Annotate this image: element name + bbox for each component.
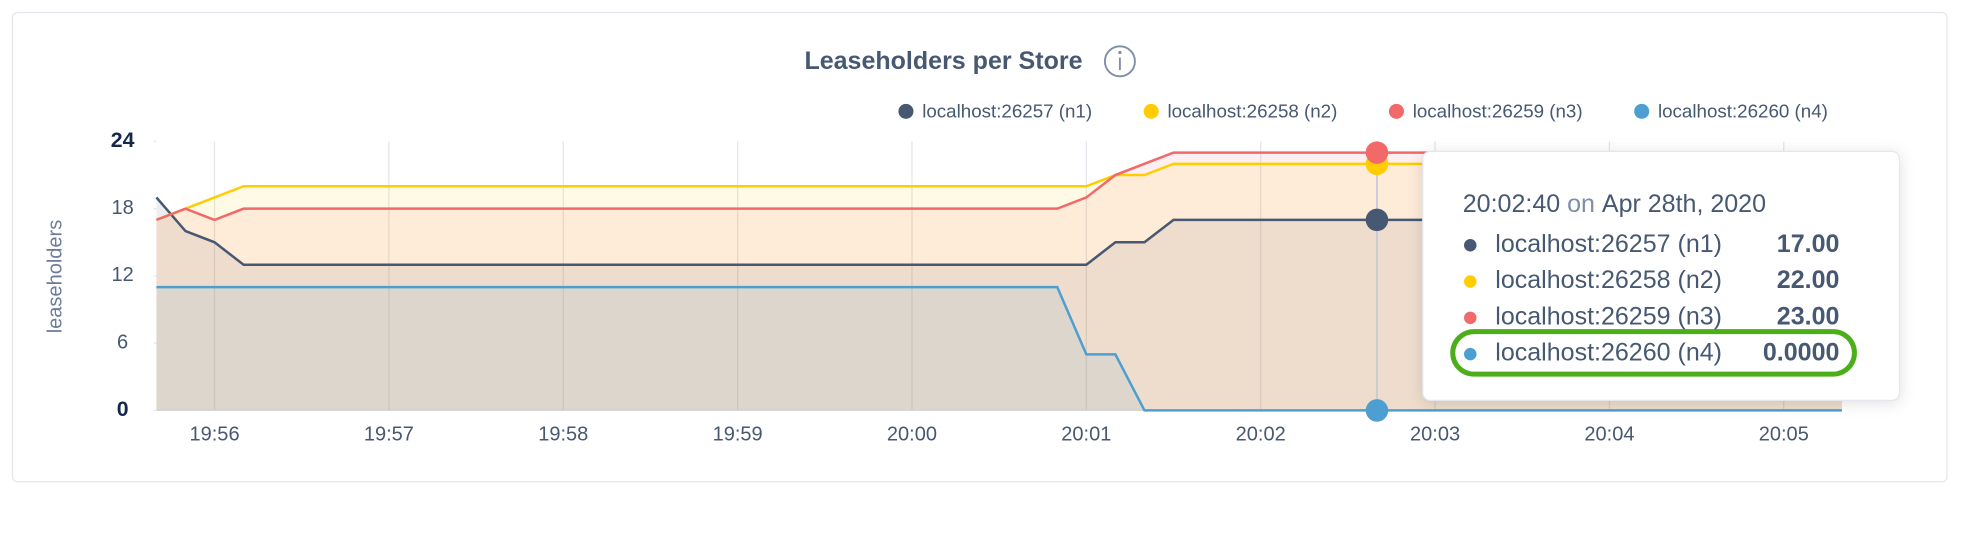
tooltip-name: localhost:26257 (n1)	[1495, 230, 1722, 258]
y-tick-label: 0	[117, 397, 129, 421]
line	[155, 151, 1842, 222]
tooltip-swatch	[1464, 347, 1477, 361]
line	[155, 196, 1842, 266]
line	[155, 162, 1842, 222]
tooltip-name: localhost:26258 (n2)	[1495, 266, 1722, 294]
tooltip-text: Apr 28th, 2020	[1602, 190, 1766, 218]
x-tick-label: 19:56	[189, 424, 239, 446]
tooltip-name: localhost:26259 (n3)	[1495, 302, 1722, 330]
chart-title: Leaseholders per Store	[804, 47, 1082, 75]
highlight-ring	[1450, 329, 1857, 377]
x-tick-label: 20:00	[887, 424, 937, 446]
x-tick-label: 20:05	[1759, 424, 1809, 446]
x-tick-label: 19:57	[364, 424, 414, 446]
y-tick-label: 6	[117, 331, 128, 353]
x-tick-label: 19:59	[713, 424, 763, 446]
legend-label: localhost:26258 (n2)	[1167, 101, 1337, 122]
area	[156, 152, 1842, 411]
hover-dot	[1365, 399, 1389, 422]
legend-label: localhost:26259 (n3)	[1413, 101, 1583, 122]
y-tick-label: 24	[111, 128, 135, 152]
legend-label: localhost:26257 (n1)	[922, 101, 1092, 122]
hover-dot	[1365, 208, 1389, 232]
legend-label: localhost:26260 (n4)	[1658, 101, 1828, 122]
tooltip-name: localhost:26260 (n4)	[1495, 339, 1722, 367]
info-icon[interactable]	[1103, 45, 1136, 78]
legend-swatch	[1634, 103, 1650, 119]
y-tick-label: 12	[111, 264, 133, 286]
tooltip-value: 22.00	[1777, 266, 1840, 294]
tooltip-header: 20:02:40 on Apr 28th, 2020	[1463, 190, 1766, 218]
legend-swatch	[1143, 103, 1159, 119]
x-tick-label: 20:02	[1236, 424, 1286, 446]
tooltip-swatch	[1464, 238, 1477, 252]
x-tick-label: 20:01	[1061, 424, 1111, 446]
tooltip-value: 23.00	[1777, 302, 1840, 330]
line	[156, 285, 1842, 412]
x-tick-label: 20:03	[1410, 424, 1460, 446]
x-tick-label: 20:04	[1584, 424, 1634, 446]
tooltip-text: on	[1567, 190, 1595, 218]
hover-dot	[1365, 141, 1389, 164]
tooltip-value: 0.0000	[1763, 339, 1840, 367]
legend-swatch	[1388, 103, 1404, 119]
area	[156, 287, 1842, 411]
area	[156, 197, 1842, 411]
tooltip: 20:02:40 on Apr 28th, 2020 localhost:262…	[1422, 150, 1901, 402]
tooltip-swatch	[1464, 275, 1477, 288]
y-tick-label: 18	[111, 197, 133, 219]
tooltip-swatch	[1464, 311, 1477, 325]
y-axis-label: leaseholders	[45, 220, 67, 334]
tooltip-box	[1422, 150, 1901, 402]
tooltip-text: 20:02:40	[1463, 190, 1560, 218]
legend-swatch	[898, 103, 914, 119]
tooltip-value: 17.00	[1777, 230, 1840, 258]
x-tick-label: 19:58	[538, 424, 588, 446]
